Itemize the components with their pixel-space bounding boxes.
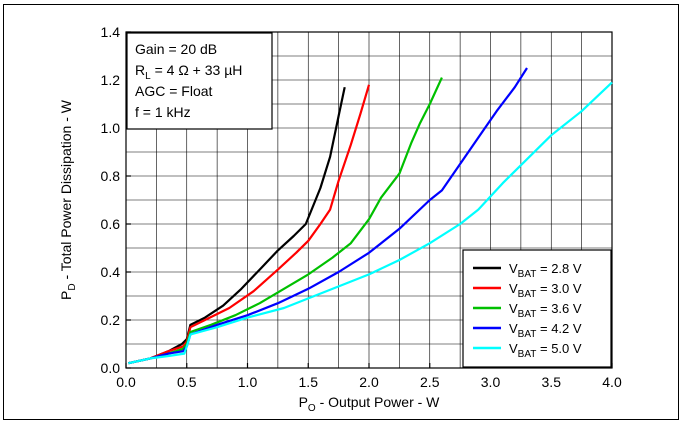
condition-line: f = 1 kHz: [135, 104, 191, 120]
power-dissipation-chart: 0.0 0.5 1.0 1.5 2.0 2.5 3.0 3.5 4.0 0.0 0.2 0.4 0.6…: [58, 24, 622, 414]
x-tick-label: 2.5: [420, 374, 440, 390]
y-tick-label: 0.8: [101, 168, 121, 184]
x-tick-label: 1.0: [238, 374, 258, 390]
x-tick-label: 1.5: [299, 374, 319, 390]
y-axis-ticks: 0.0 0.2 0.4 0.6 0.8 1.0 1.2 1.4: [101, 24, 131, 376]
condition-line: Gain = 20 dB: [135, 41, 217, 57]
series-line-vbat-2-8: [128, 86, 346, 365]
x-tick-label: 3.0: [481, 374, 501, 390]
y-tick-label: 0.6: [101, 216, 121, 232]
axis-labels: PO - Output Power - W PD - Total Power Di…: [58, 99, 440, 414]
series-lines: [128, 67, 613, 365]
y-tick-label: 0.4: [101, 264, 121, 280]
legend-label: VBAT = 5.0 V: [509, 341, 582, 360]
chart-frame: 0.0 0.5 1.0 1.5 2.0 2.5 3.0 3.5 4.0 0.0 0.2 0.4 0.6…: [3, 4, 679, 420]
x-tick-label: 2.0: [359, 374, 379, 390]
condition-line: AGC = Float: [135, 83, 213, 99]
condition-line: RL = 4 Ω + 33 µH: [135, 62, 242, 82]
conditions-box-border: [126, 32, 273, 130]
y-tick-label: 0.0: [101, 360, 121, 376]
series-line-vbat-4-2: [128, 67, 528, 365]
legend-label: VBAT = 4.2 V: [509, 321, 582, 340]
y-tick-label: 0.2: [101, 312, 121, 328]
y-axis-label: PD - Total Power Dissipation - W: [58, 99, 78, 300]
x-tick-label: 3.5: [542, 374, 562, 390]
legend-label: VBAT = 2.8 V: [509, 261, 582, 280]
y-tick-label: 1.0: [101, 120, 121, 136]
series-line-vbat-5-0: [128, 81, 613, 365]
y-tick-label: 1.4: [101, 24, 121, 40]
legend-label: VBAT = 3.0 V: [509, 281, 582, 300]
series-line-vbat-3-0: [128, 84, 371, 365]
x-axis-ticks: 0.0 0.5 1.0 1.5 2.0 2.5 3.0 3.5 4.0: [116, 363, 622, 390]
x-tick-label: 0.0: [116, 374, 136, 390]
x-tick-label: 4.0: [602, 374, 622, 390]
series-line-vbat-3-6: [128, 77, 443, 365]
legend-label: VBAT = 3.6 V: [509, 301, 582, 320]
y-tick-label: 1.2: [101, 72, 121, 88]
x-axis-label: PO - Output Power - W: [299, 394, 441, 414]
x-tick-label: 0.5: [177, 374, 197, 390]
